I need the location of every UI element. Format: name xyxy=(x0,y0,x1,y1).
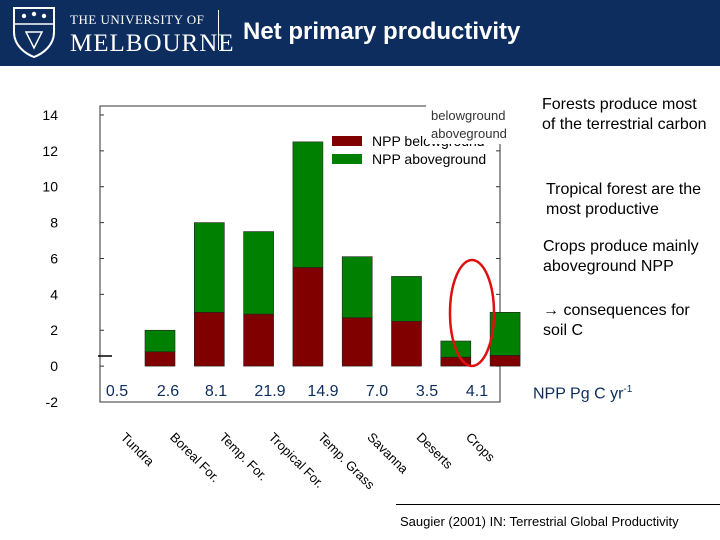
y-tick-label: 6 xyxy=(50,250,58,266)
y-tick-label: 12 xyxy=(42,143,58,159)
bar-aboveground xyxy=(391,276,422,322)
plot-frame xyxy=(99,105,501,403)
bar-belowground xyxy=(341,317,373,367)
crops-highlight-circle xyxy=(448,258,496,368)
npp-chart: -2 0 2 4 6 8 10 12 14 0.5 2.6 8.1 21.9 14.9 7.0 3.5 4.1… xyxy=(42,104,521,493)
citation: Saugier (2001) IN: Terrestrial Global Pr… xyxy=(400,514,679,529)
legend-overlay-label: belowground xyxy=(431,108,505,123)
crest-icon xyxy=(13,7,55,58)
y-tick-label: 8 xyxy=(50,215,58,231)
university-logo: THE UNIVERSITY OF MELBOURNE xyxy=(12,6,234,60)
npp-unit-text: NPP Pg C yr xyxy=(533,385,624,403)
header-divider xyxy=(218,10,219,50)
citation-rule xyxy=(396,504,720,505)
category-label: Deserts xyxy=(414,430,457,473)
y-tick-label: 10 xyxy=(42,179,58,195)
total-npp-label: 3.5 xyxy=(416,383,438,400)
bar-aboveground xyxy=(243,231,274,315)
note-tropical: Tropical forest are the most productive xyxy=(546,181,702,218)
bar-belowground xyxy=(144,351,176,367)
bar-aboveground xyxy=(144,329,176,353)
bar-belowground xyxy=(243,313,274,367)
total-npp-label: 8.1 xyxy=(205,383,227,400)
slide-title: Net primary productivity xyxy=(243,18,521,45)
note-crops: Crops produce mainly aboveground NPP xyxy=(543,238,699,275)
legend-swatch xyxy=(332,154,362,164)
npp-unit-label: NPP Pg C yr-1 xyxy=(533,384,632,403)
category-label: Savanna xyxy=(364,430,411,477)
legend-overlay-box xyxy=(426,104,518,144)
total-npp-label: 7.0 xyxy=(366,383,388,400)
bar-aboveground xyxy=(292,141,324,268)
legend-swatch xyxy=(332,136,362,146)
legend-overlay-label: aboveground xyxy=(431,126,507,141)
total-npp-label: 0.5 xyxy=(106,383,128,400)
bar-belowground xyxy=(489,355,521,367)
bar-belowground xyxy=(194,312,225,367)
note-forests: Forests produce most of the terrestrial … xyxy=(542,96,707,133)
total-npp-label: 21.9 xyxy=(254,383,285,400)
npp-unit-exponent: -1 xyxy=(623,384,633,395)
bar-belowground xyxy=(391,320,422,367)
total-npp-label: 2.6 xyxy=(157,383,179,400)
total-npp-label: 14.9 xyxy=(307,383,338,400)
bar-aboveground xyxy=(194,222,225,313)
bar-belowground xyxy=(292,267,324,367)
slide-header: THE UNIVERSITY OF MELBOURNE Net primary … xyxy=(0,0,720,66)
note-soil: → consequences for soil C xyxy=(543,302,690,339)
y-tick-label: -2 xyxy=(46,394,59,410)
category-label: Boreal For. xyxy=(167,430,223,486)
category-label: Crops xyxy=(463,430,498,465)
university-name-top: THE UNIVERSITY OF xyxy=(70,12,205,27)
total-npp-label: 4.1 xyxy=(466,383,488,400)
legend-label: NPP aboveground xyxy=(372,151,486,167)
y-tick-label: 2 xyxy=(50,322,58,338)
y-tick-label: 0 xyxy=(50,358,58,374)
category-label: Temp. For. xyxy=(216,430,270,484)
y-tick-label: 4 xyxy=(50,286,58,302)
bar-aboveground xyxy=(341,256,373,318)
university-name: MELBOURNE xyxy=(70,30,235,57)
y-tick-label: 14 xyxy=(42,107,58,123)
category-label: Tundra xyxy=(118,430,158,470)
